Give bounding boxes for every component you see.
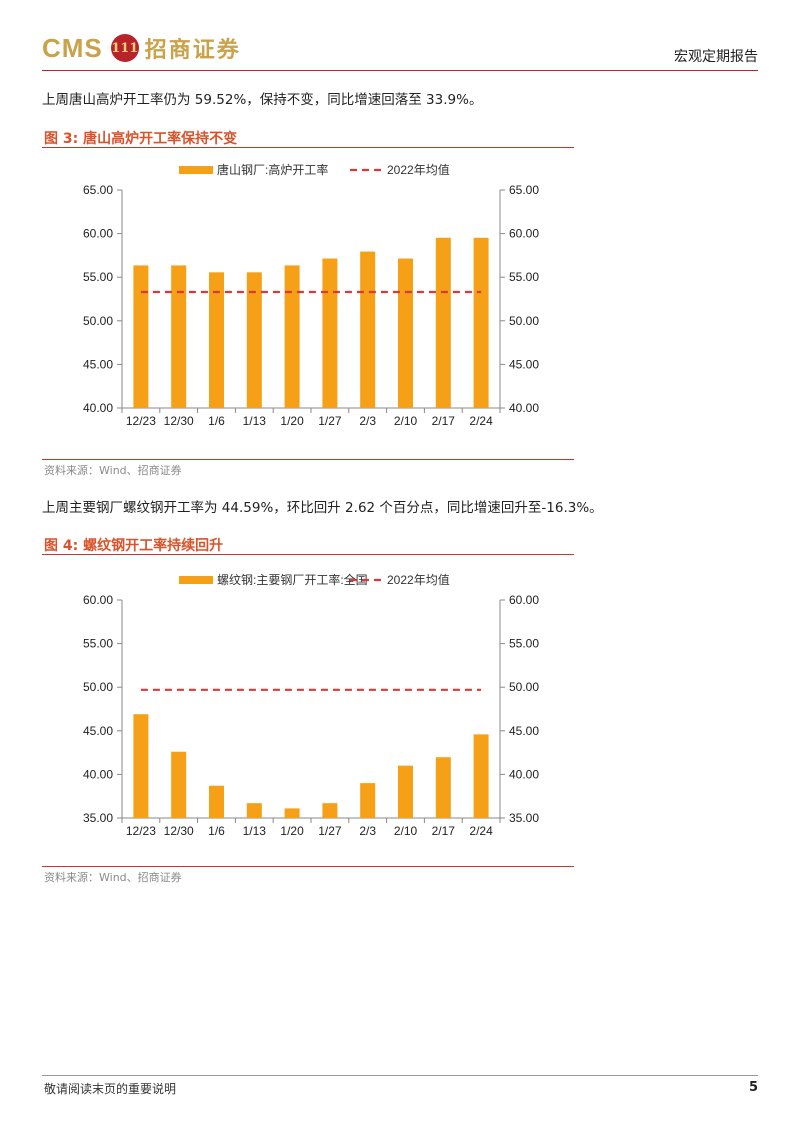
x-tick-label: 1/6 (208, 824, 225, 838)
x-tick-label: 1/13 (243, 824, 267, 838)
chart-legend: 唐山钢厂:高炉开工率 2022年均值 (179, 162, 450, 177)
x-tick-label: 1/27 (318, 414, 342, 428)
y-tick-label-left: 45.00 (83, 724, 113, 738)
y-tick-label-right: 35.00 (509, 811, 539, 825)
x-tick-label: 12/23 (126, 414, 156, 428)
figure-3-title: 图 3: 唐山高炉开工率保持不变 (44, 131, 238, 147)
x-tick-label: 1/20 (280, 414, 304, 428)
y-tick-label-right: 60.00 (509, 593, 539, 607)
bar (246, 803, 262, 818)
bar (473, 237, 489, 408)
y-tick-label-right: 55.00 (509, 637, 539, 651)
bar (473, 734, 489, 818)
page-number: 5 (748, 1080, 758, 1095)
bar (246, 272, 262, 408)
y-tick-label-right: 40.00 (509, 767, 539, 781)
header-divider (42, 70, 758, 71)
logo-cms-text: CMS (42, 32, 103, 63)
figure-4-bottom-rule (42, 866, 574, 867)
report-type-title: 宏观定期报告 (674, 49, 758, 65)
bar (209, 272, 224, 408)
y-tick-label-right: 40.00 (509, 401, 539, 415)
paragraph-tangshan: 上周唐山高炉开工率仍为 59.52%，保持不变，同比增速回落至 33.9%。 (42, 92, 483, 108)
x-tick-label: 12/23 (126, 824, 156, 838)
y-tick-label-right: 65.00 (509, 183, 539, 197)
legend-bar-label: 唐山钢厂:高炉开工率 (217, 162, 328, 177)
logo-emblem-icon: 111 (110, 34, 139, 62)
x-tick-label: 12/30 (164, 824, 194, 838)
x-tick-label: 12/30 (164, 414, 194, 428)
bar (133, 714, 149, 818)
y-tick-label-left: 55.00 (83, 270, 113, 284)
bar (360, 783, 376, 818)
y-tick-label-left: 60.00 (83, 227, 113, 241)
y-tick-label-left: 45.00 (83, 357, 113, 371)
x-tick-label: 1/27 (318, 824, 342, 838)
logo-chinese-text: 招商证券 (144, 37, 241, 63)
bar (398, 258, 413, 408)
x-tick-label: 1/20 (280, 824, 304, 838)
bar (209, 785, 224, 818)
y-tick-label-right: 45.00 (509, 724, 539, 738)
legend-line-label: 2022年均值 (387, 572, 450, 587)
company-logo: CMS 111 招商证券 (42, 28, 241, 68)
x-tick-label: 2/24 (469, 414, 493, 428)
paragraph-rebar: 上周主要钢厂螺纹钢开工率为 44.59%，环比回升 2.62 个百分点，同比增速… (42, 500, 603, 516)
legend-line-label: 2022年均值 (387, 162, 450, 177)
legend-bar-swatch (179, 166, 213, 174)
x-tick-label: 2/10 (394, 824, 418, 838)
figure-3-source: 资料来源：Wind、招商证券 (44, 464, 182, 477)
x-tick-label: 2/3 (359, 414, 376, 428)
bar (322, 803, 338, 818)
y-tick-label-left: 55.00 (83, 637, 113, 651)
x-tick-label: 2/10 (394, 414, 418, 428)
y-tick-label-left: 60.00 (83, 593, 113, 607)
x-tick-label: 1/13 (243, 414, 267, 428)
bar (171, 751, 187, 818)
bar (435, 237, 451, 408)
legend-bar-label: 螺纹钢:主要钢厂开工率:全国 (217, 572, 368, 587)
x-tick-label: 1/6 (208, 414, 225, 428)
footer-divider (42, 1075, 758, 1076)
figure-4-source: 资料来源：Wind、招商证券 (44, 871, 182, 884)
x-tick-label: 2/17 (432, 414, 456, 428)
y-tick-label-right: 60.00 (509, 227, 539, 241)
figure-3-top-rule (42, 147, 574, 148)
y-tick-label-left: 65.00 (83, 183, 113, 197)
bar (360, 251, 376, 408)
chart-tangshan-blast-furnace: 唐山钢厂:高炉开工率 2022年均值 65.00 65.00 60.00 60.00 55.… (83, 162, 539, 428)
bar (322, 258, 338, 408)
figure-4-title: 图 4: 螺纹钢开工率持续回升 (44, 538, 224, 554)
legend-bar-swatch (179, 576, 213, 584)
bar (398, 765, 413, 818)
bar (284, 265, 300, 408)
y-tick-label-left: 50.00 (83, 314, 113, 328)
y-tick-label-left: 50.00 (83, 680, 113, 694)
chart-rebar-operating-rate: 螺纹钢:主要钢厂开工率:全国 2022年均值 60.00 60.00 55.00 55.0… (83, 572, 539, 838)
x-tick-label: 2/17 (432, 824, 456, 838)
bar (171, 265, 187, 408)
y-tick-label-left: 40.00 (83, 401, 113, 415)
y-tick-label-right: 45.00 (509, 357, 539, 371)
x-tick-label: 2/3 (359, 824, 376, 838)
footer-disclaimer: 敬请阅读末页的重要说明 (44, 1082, 177, 1096)
y-tick-label-right: 55.00 (509, 270, 539, 284)
y-tick-label-right: 50.00 (509, 680, 539, 694)
bar (133, 265, 149, 408)
bar (284, 808, 300, 818)
y-tick-label-left: 40.00 (83, 767, 113, 781)
y-tick-label-right: 50.00 (509, 314, 539, 328)
chart-legend: 螺纹钢:主要钢厂开工率:全国 2022年均值 (179, 572, 450, 587)
x-tick-label: 2/24 (469, 824, 493, 838)
bar (435, 757, 451, 818)
y-tick-label-left: 35.00 (83, 811, 113, 825)
figure-4-top-rule (42, 554, 574, 555)
figure-3-bottom-rule (42, 459, 574, 460)
